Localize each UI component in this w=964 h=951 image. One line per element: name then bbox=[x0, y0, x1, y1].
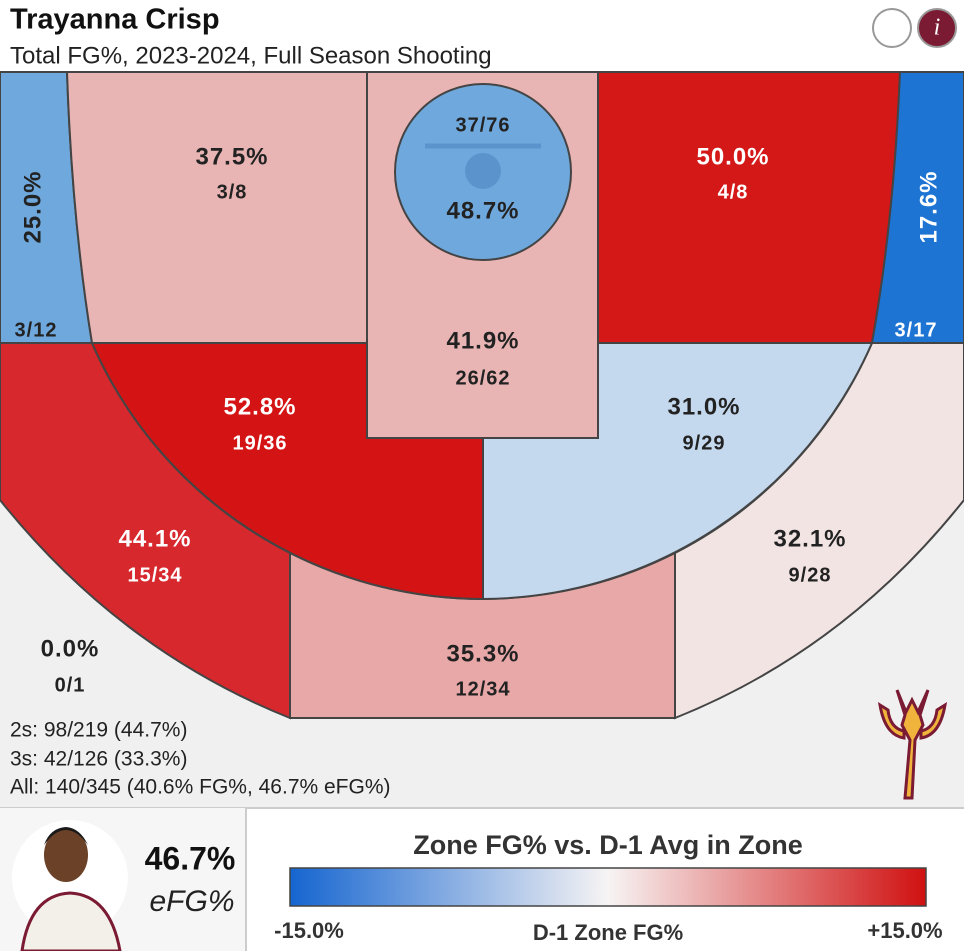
legend-max: +15.0% bbox=[867, 918, 942, 943]
zone-pct: 0.0% bbox=[41, 635, 100, 662]
zone-made: 9/28 bbox=[789, 564, 832, 586]
zone-made: 3/12 bbox=[15, 319, 58, 341]
zone-right-mid bbox=[482, 342, 874, 601]
zone-pct: 41.9% bbox=[446, 327, 519, 354]
legend-min: -15.0% bbox=[274, 918, 344, 943]
zone-pct: 25.0% bbox=[19, 170, 46, 243]
zone-made: 3/17 bbox=[895, 319, 938, 341]
summary-line: 2s: 98/219 (44.7%) bbox=[10, 719, 187, 742]
zone-left-mid bbox=[90, 342, 484, 601]
rim bbox=[465, 153, 501, 189]
zone-made: 12/34 bbox=[455, 678, 510, 700]
team-logo bbox=[877, 689, 948, 800]
zone-made: 26/62 bbox=[455, 367, 510, 389]
zone-made: 4/8 bbox=[718, 181, 749, 203]
zone-made: 15/34 bbox=[127, 564, 182, 586]
zone-made: 9/29 bbox=[683, 432, 726, 454]
zone-pct: 32.1% bbox=[773, 525, 846, 552]
summary-line: 3s: 42/126 (33.3%) bbox=[10, 748, 187, 771]
zone-pct: 48.7% bbox=[446, 197, 519, 224]
zone-upper-right bbox=[597, 71, 902, 344]
player-photo bbox=[12, 820, 128, 951]
zone-made: 3/8 bbox=[217, 181, 248, 203]
efg-label: eFG% bbox=[149, 885, 234, 918]
zone-pct: 31.0% bbox=[667, 393, 740, 420]
zone-pct: 44.1% bbox=[118, 525, 191, 552]
summary-line: All: 140/345 (40.6% FG%, 46.7% eFG%) bbox=[10, 776, 391, 799]
zone-upper-left bbox=[65, 71, 368, 344]
efg-value: 46.7% bbox=[145, 840, 236, 876]
zone-pct: 35.3% bbox=[446, 640, 519, 667]
info-icon: i bbox=[934, 15, 941, 41]
zone-pct: 50.0% bbox=[696, 143, 769, 170]
zone-pct: 17.6% bbox=[915, 170, 942, 243]
subtitle: Total FG%, 2023-2024, Full Season Shooti… bbox=[10, 42, 492, 69]
legend-center: D-1 Zone FG% bbox=[533, 920, 683, 945]
zone-pct: 37.5% bbox=[195, 143, 268, 170]
title: Trayanna Crisp bbox=[10, 4, 220, 36]
zone-made: 19/36 bbox=[232, 432, 287, 454]
legend-gradient bbox=[289, 867, 927, 907]
toggle-button[interactable] bbox=[872, 8, 912, 48]
zone-pct: 52.8% bbox=[223, 393, 296, 420]
info-button[interactable] bbox=[917, 8, 957, 48]
zone-made: 0/1 bbox=[55, 674, 86, 696]
legend-title: Zone FG% vs. D-1 Avg in Zone bbox=[413, 830, 803, 860]
zone-made: 37/76 bbox=[455, 114, 510, 136]
